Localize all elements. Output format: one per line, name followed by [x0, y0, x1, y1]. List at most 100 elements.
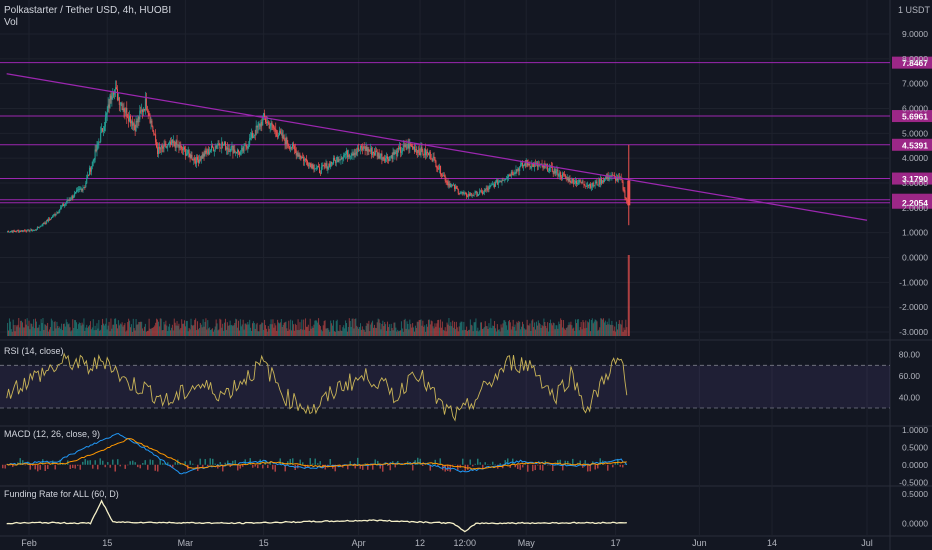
candle-body[interactable]	[263, 113, 265, 118]
candle-body[interactable]	[562, 173, 564, 175]
candle-body[interactable]	[110, 95, 112, 100]
candle-body[interactable]	[359, 146, 361, 150]
candle-body[interactable]	[622, 181, 624, 190]
trendline-layer[interactable]	[6, 73, 868, 221]
candle-body[interactable]	[333, 157, 335, 160]
candle-body[interactable]	[239, 151, 241, 155]
candle-body[interactable]	[396, 150, 398, 156]
candle-body[interactable]	[56, 212, 58, 214]
candle-body[interactable]	[463, 193, 465, 195]
candle-body[interactable]	[414, 149, 416, 152]
candle-body[interactable]	[309, 163, 311, 164]
candle-body[interactable]	[278, 130, 280, 136]
candle-body[interactable]	[342, 157, 344, 160]
candle-body[interactable]	[62, 204, 64, 206]
candle-body[interactable]	[39, 225, 41, 228]
candle-body[interactable]	[332, 157, 334, 164]
candle-body[interactable]	[406, 147, 408, 149]
candle-body[interactable]	[256, 125, 258, 128]
candle-body[interactable]	[372, 151, 374, 155]
candle-body[interactable]	[481, 191, 483, 194]
candle-body[interactable]	[126, 108, 128, 118]
candle-body[interactable]	[182, 149, 184, 151]
candle-body[interactable]	[425, 149, 427, 156]
candle-body[interactable]	[97, 143, 99, 145]
candle-body[interactable]	[413, 146, 415, 152]
candle-body[interactable]	[441, 175, 443, 177]
candle-body[interactable]	[149, 115, 151, 123]
candle-body[interactable]	[66, 199, 68, 203]
candle-body[interactable]	[604, 177, 606, 179]
candle-body[interactable]	[538, 164, 540, 166]
candle-body[interactable]	[285, 137, 287, 145]
candle-body[interactable]	[201, 155, 203, 159]
candle-body[interactable]	[449, 183, 451, 188]
candle-body[interactable]	[561, 177, 563, 179]
candle-body[interactable]	[598, 179, 600, 185]
candle-body[interactable]	[131, 121, 133, 126]
candle-body[interactable]	[366, 146, 368, 152]
candle-body[interactable]	[139, 110, 141, 120]
candle-body[interactable]	[494, 181, 496, 187]
candle-body[interactable]	[582, 181, 584, 185]
candle-body[interactable]	[431, 158, 433, 162]
candle-body[interactable]	[336, 157, 338, 158]
candle-body[interactable]	[73, 196, 75, 199]
candle-body[interactable]	[254, 134, 256, 136]
candle-body[interactable]	[135, 121, 137, 132]
candle-body[interactable]	[46, 219, 48, 224]
candle-body[interactable]	[166, 146, 168, 148]
candle-body[interactable]	[402, 145, 404, 151]
candle-body[interactable]	[401, 150, 403, 152]
candle-body[interactable]	[152, 126, 154, 132]
candle-body[interactable]	[127, 117, 129, 119]
candle-body[interactable]	[349, 155, 351, 157]
candle-body[interactable]	[385, 158, 387, 162]
candle-body[interactable]	[394, 151, 396, 155]
candle-body[interactable]	[467, 193, 469, 197]
candle-body[interactable]	[240, 149, 242, 152]
candle-body[interactable]	[190, 154, 192, 159]
candle-body[interactable]	[203, 153, 205, 157]
descending-trendline[interactable]	[6, 73, 868, 221]
candle-body[interactable]	[24, 230, 26, 232]
candle-body[interactable]	[512, 174, 514, 176]
candle-body[interactable]	[588, 184, 590, 186]
candle-body[interactable]	[120, 103, 122, 104]
candle-body[interactable]	[87, 175, 89, 179]
candle-body[interactable]	[62, 204, 64, 207]
candle-body[interactable]	[292, 143, 294, 147]
candle-body[interactable]	[616, 176, 618, 181]
candle-body[interactable]	[458, 193, 460, 194]
candle-body[interactable]	[156, 147, 158, 154]
candle-body[interactable]	[337, 157, 339, 163]
candle-body[interactable]	[83, 187, 85, 189]
candle-body[interactable]	[552, 171, 554, 174]
candle-body[interactable]	[591, 182, 593, 187]
candle-body[interactable]	[286, 137, 288, 144]
candle-body[interactable]	[212, 147, 214, 152]
candle-body[interactable]	[529, 163, 531, 168]
candle-body[interactable]	[612, 174, 614, 176]
candle-body[interactable]	[125, 108, 127, 113]
candle-body[interactable]	[217, 143, 219, 146]
candle-body[interactable]	[144, 98, 146, 111]
candle-body[interactable]	[323, 165, 325, 167]
candle-body[interactable]	[121, 103, 123, 111]
candle-body[interactable]	[403, 145, 405, 147]
candle-body[interactable]	[223, 144, 225, 146]
candle-body[interactable]	[142, 109, 144, 113]
candle-body[interactable]	[226, 147, 228, 150]
candle-body[interactable]	[537, 164, 539, 167]
candle-body[interactable]	[75, 191, 77, 194]
candle-body[interactable]	[448, 183, 450, 186]
candle-body[interactable]	[350, 155, 352, 157]
candle-body[interactable]	[583, 184, 585, 185]
candle-body[interactable]	[415, 149, 417, 151]
candle-body[interactable]	[53, 214, 55, 216]
candle-body[interactable]	[250, 137, 252, 139]
candle-body[interactable]	[148, 113, 150, 116]
candle-body[interactable]	[210, 150, 212, 152]
candle-body[interactable]	[7, 231, 9, 233]
candle-body[interactable]	[398, 148, 400, 149]
